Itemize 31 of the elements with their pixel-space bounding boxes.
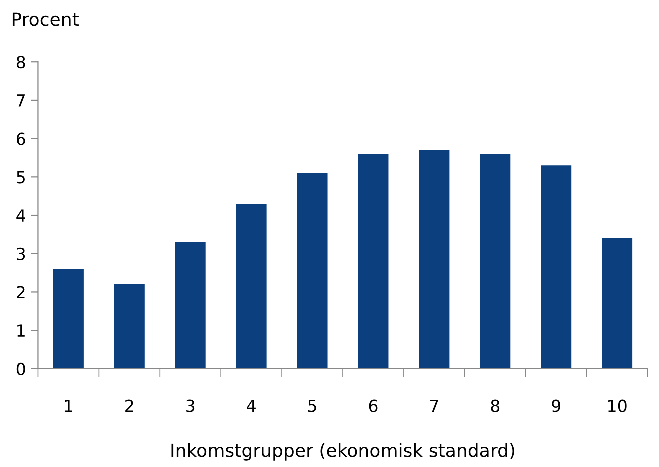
x-tick-label: 10 [608,400,627,412]
x-tick-label: 3 [186,400,195,412]
y-tick-label: 1 [18,324,25,337]
x-axis-title: Inkomstgrupper (ekonomisk standard) [172,443,514,461]
y-tick-label: 3 [17,248,26,260]
y-tick-label: 4 [16,210,26,222]
x-tick-label: 2 [126,400,134,412]
bar [175,242,206,369]
bar [53,269,84,369]
x-tick-label: 6 [369,400,378,412]
x-tick-label: 4 [247,400,256,412]
bar [419,150,450,369]
bar [297,173,328,369]
y-tick-label: 6 [16,132,26,146]
bar [358,154,389,369]
bar [602,238,633,369]
y-tick-label: 8 [16,56,26,69]
bar [236,204,267,369]
x-tick-label: 1 [65,400,72,412]
bar [480,154,511,369]
x-tick-label: 5 [308,400,316,412]
x-tick-label: 8 [491,400,500,412]
y-tick-label: 2 [17,286,25,299]
x-tick-label: 7 [430,400,438,412]
y-tick-label: 0 [16,362,26,376]
y-tick-label: 5 [17,171,25,184]
y-tick-label: 7 [17,94,25,107]
bar [541,166,572,369]
bar [114,284,145,369]
x-tick-label: 9 [552,400,560,412]
y-axis-title: Procent [12,12,79,26]
